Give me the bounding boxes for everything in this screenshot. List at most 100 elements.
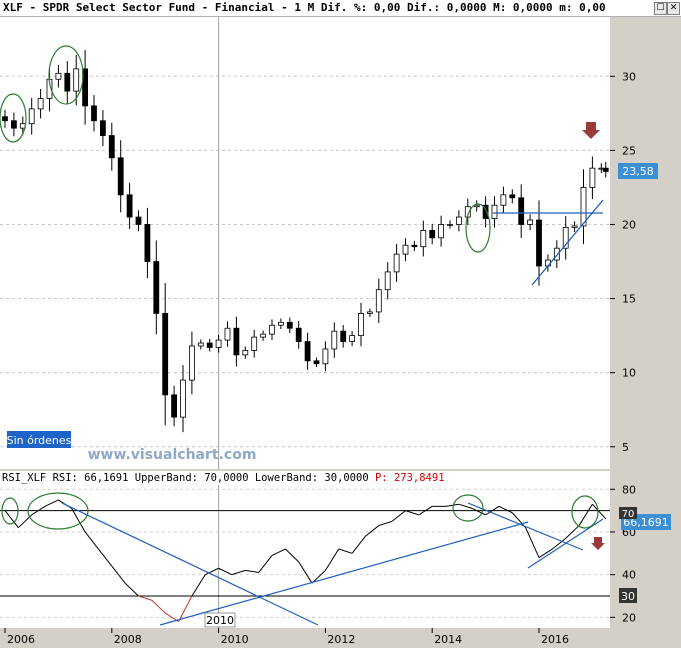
rsi-segment: [324, 548, 340, 571]
price-y-tick-label: 10: [622, 367, 636, 380]
price-y-axis: 30 25 20 15 10 5: [610, 70, 636, 454]
rsi-peak-2006-circle: [1, 497, 19, 525]
rsi-segment: [4, 510, 19, 528]
rsi-segment: [365, 525, 380, 537]
candle-body: [269, 324, 275, 335]
candle-body: [322, 348, 329, 365]
candle-body: [91, 105, 97, 122]
candle-body: [509, 194, 516, 199]
rsi-segment: [485, 505, 500, 516]
candle-body: [491, 204, 498, 219]
candle-body: [331, 330, 338, 350]
candle-body: [366, 311, 373, 314]
candle-body: [37, 98, 44, 110]
rsi-segment: [378, 520, 393, 527]
candle-body: [73, 68, 80, 92]
candle-body: [402, 244, 409, 255]
candle-body: [64, 72, 71, 92]
rsi-segment: [418, 505, 433, 516]
candle-body: [162, 312, 169, 396]
rsi-y-tick-label: 80: [622, 485, 636, 496]
price-y-tick-label: 15: [622, 293, 636, 306]
rsi-segment: [538, 548, 553, 558]
chart-title: XLF - SPDR Select Sector Fund - Financia…: [3, 1, 606, 14]
candle-body: [527, 219, 533, 225]
rsi-segment: [151, 599, 166, 614]
candle-body: [349, 335, 356, 342]
rsi-falling-trendline-2007[interactable]: [61, 502, 319, 626]
rsi-y-tick-label: 40: [622, 569, 636, 582]
rsi-segment: [218, 567, 233, 576]
candle-body: [242, 350, 249, 356]
candle-body: [135, 216, 142, 225]
candle-body: [580, 187, 587, 227]
rsi-segment: [391, 510, 406, 522]
price-drawings: [0, 45, 604, 286]
price-y-tick-label: 20: [622, 218, 636, 231]
candle-body: [358, 312, 364, 337]
candle-body: [500, 194, 507, 206]
candle-body: [375, 289, 382, 313]
candle-body: [251, 336, 258, 351]
rsi-falling-trendline-2015[interactable]: [467, 502, 584, 551]
chart-title-bar: XLF - SPDR Select Sector Fund - Financia…: [0, 0, 681, 17]
high-2007-circle: [48, 45, 84, 105]
candle-body: [180, 379, 186, 418]
last-price-tag: [618, 163, 658, 179]
candle-body: [224, 327, 231, 341]
orders-badge[interactable]: [7, 431, 71, 448]
rsi-segment: [111, 565, 126, 584]
candle-body: [117, 157, 124, 196]
rsi-segment: [44, 499, 59, 507]
candle-body: [536, 219, 542, 267]
rsi-segment: [525, 527, 540, 558]
candle-body: [10, 120, 17, 129]
expand-window-icon[interactable]: ☐: [654, 2, 667, 15]
candle-body: [28, 108, 35, 125]
candle-body: [447, 224, 453, 226]
rsi-segment: [258, 555, 273, 573]
price-chart[interactable]: 30 25 20 15 10 5 23,58 Sin órdenes www.visual…: [0, 17, 681, 487]
candle-body: [126, 194, 133, 218]
rsi-segment: [31, 505, 46, 516]
rsi-segment: [231, 569, 246, 576]
candle-body: [602, 167, 609, 172]
candle-body: [482, 204, 489, 219]
cursor-date-label: 2010: [206, 614, 234, 627]
rsi-peak-2007-circle: [27, 492, 89, 530]
candle-body: [171, 394, 178, 418]
candle-body: [2, 116, 8, 122]
rsi-rising-trendline-2009[interactable]: [159, 521, 529, 626]
rsi-segment: [271, 548, 286, 556]
candle-body: [553, 247, 560, 261]
rsi-upper-band-tag: [619, 507, 637, 519]
rsi-segment: [138, 595, 153, 601]
rsi-segment: [311, 570, 326, 584]
candle-body: [82, 68, 88, 107]
candle-body: [100, 120, 106, 136]
candle-body: [384, 271, 391, 291]
rsi-segment: [245, 569, 259, 574]
price-candles: [2, 50, 609, 433]
rsi-peak-2015-circle: [452, 494, 484, 522]
rsi-segment: [285, 548, 300, 563]
candle-body: [589, 167, 596, 188]
rsi-drawings: [1, 492, 605, 626]
price-plot-area: [0, 17, 610, 469]
rsi-segment: [338, 548, 353, 554]
rsi-segment: [498, 505, 513, 514]
price-axis-area: [610, 17, 681, 487]
rsi-segment: [458, 503, 473, 509]
rsi-segment: [124, 582, 139, 597]
candle-body: [455, 216, 462, 225]
x-axis: 2006 2008 2010 2012 2014 2016: [4, 628, 569, 646]
rsi-sell-arrow-icon: [591, 537, 605, 550]
candle-body: [313, 360, 320, 365]
candle-body: [438, 224, 445, 239]
candle-body: [215, 339, 222, 348]
close-window-icon[interactable]: ✕: [667, 2, 680, 15]
rsi-upper-band-label: 70: [622, 509, 635, 520]
support-trendline[interactable]: [531, 199, 604, 286]
candle-body: [518, 197, 525, 225]
